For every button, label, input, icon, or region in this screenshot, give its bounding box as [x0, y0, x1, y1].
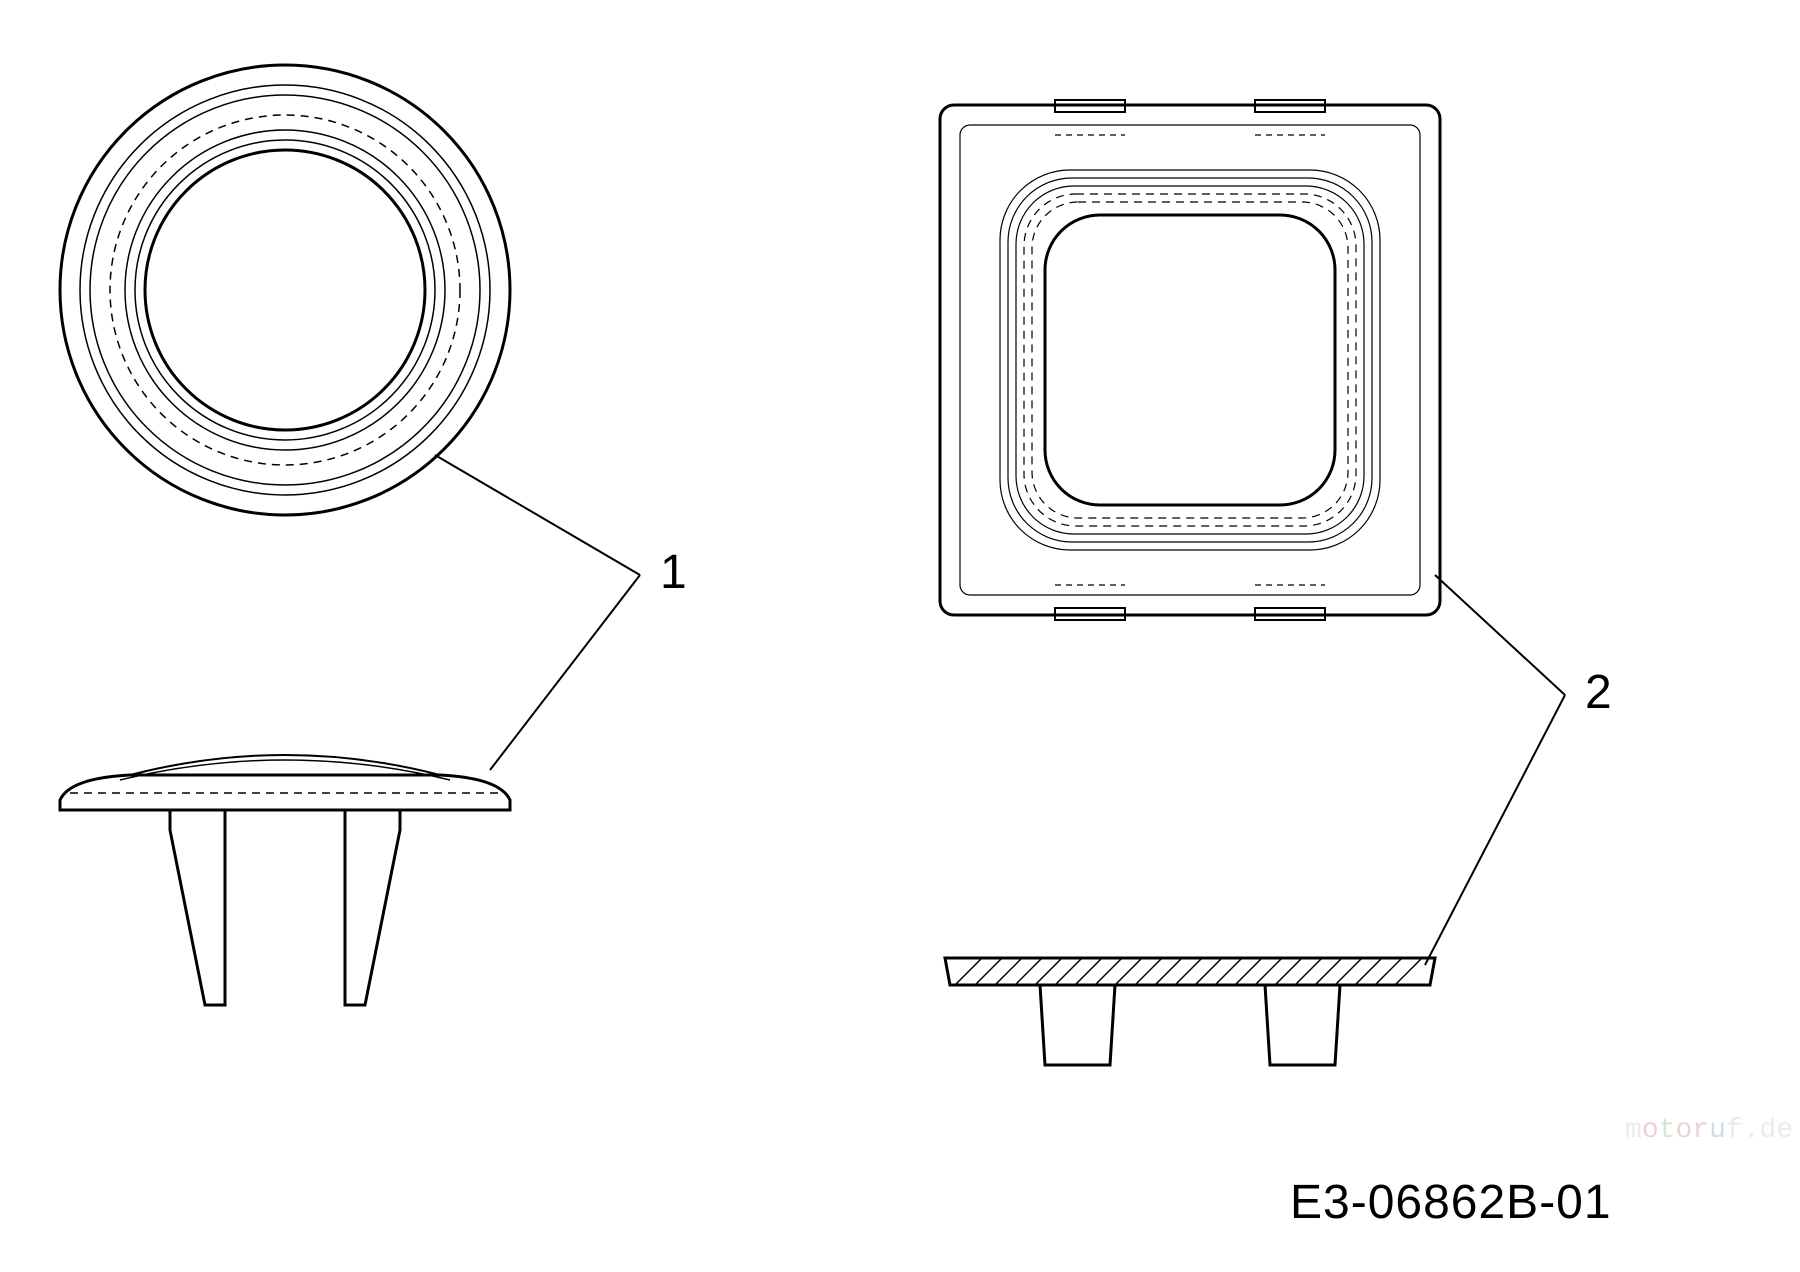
- part1-top-view: [60, 65, 510, 515]
- part2-top-view: [940, 100, 1440, 620]
- technical-diagram: [0, 0, 1800, 1272]
- drawing-number: E3-06862B-01: [1290, 1175, 1612, 1230]
- part2-leader: [1425, 575, 1565, 965]
- part2-side-view: [945, 958, 1435, 1065]
- watermark: motoruf.de: [1625, 1115, 1793, 1146]
- part1-leader: [435, 455, 640, 770]
- part1-label: 1: [660, 545, 687, 600]
- part1-side-view: [60, 755, 510, 1005]
- part2-label: 2: [1585, 665, 1612, 720]
